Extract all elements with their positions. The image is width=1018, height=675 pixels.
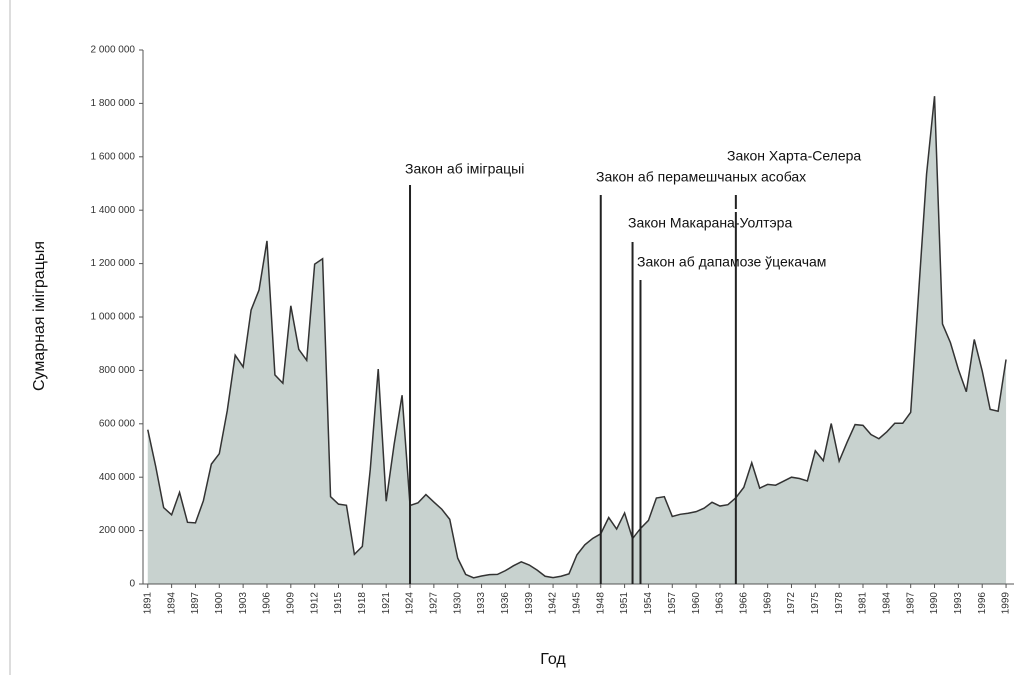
x-tick-label: 1945 [572,592,583,615]
x-tick-label: 1948 [595,592,606,615]
x-tick-label: 1975 [810,592,821,615]
x-tick-label: 1909 [285,592,296,615]
x-tick-label: 1939 [524,592,535,615]
x-tick-label: 1999 [1001,592,1012,615]
x-tick-label: 1957 [667,592,678,615]
y-axis-label: Сумарная іміграцыя [31,241,48,391]
x-tick-label: 1894 [166,592,177,615]
x-tick-label: 1903 [238,592,249,615]
x-tick-label: 1912 [309,592,320,615]
x-axis-label: Год [540,651,566,668]
x-tick-label: 1993 [953,592,964,615]
x-tick-label: 1972 [786,592,797,615]
x-tick-label: 1930 [452,592,463,615]
x-tick-label: 1900 [214,592,225,615]
x-tick-label: 1987 [905,592,916,615]
x-tick-label: 1990 [929,592,940,615]
x-tick-label: 1996 [977,592,988,615]
y-tick-label: 400 000 [99,472,136,483]
y-tick-label: 800 000 [99,365,136,376]
annotation-label: Закон аб іміграцыі [405,161,524,177]
x-tick-label: 1933 [476,592,487,615]
x-tick-label: 1981 [858,592,869,615]
area-fill [147,96,1007,584]
annotation-label: Закон Макарана-Уолтэра [628,215,792,231]
x-tick-label: 1963 [715,592,726,615]
y-tick-label: 200 000 [99,525,136,536]
x-tick-label: 1966 [738,592,749,615]
annotation-label: Закон Харта-Селера [727,148,861,164]
x-tick-label: 1936 [500,592,511,615]
y-tick-label: 1 800 000 [91,98,136,109]
x-tick-label: 1897 [190,592,201,615]
x-tick-label: 1960 [691,592,702,615]
x-tick-label: 1924 [405,592,416,615]
x-tick-label: 1906 [262,592,273,615]
x-tick-label: 1918 [357,592,368,615]
y-tick-label: 600 000 [99,418,136,429]
y-tick-label: 1 000 000 [91,312,136,323]
x-tick-label: 1978 [834,592,845,615]
area-line [147,96,1007,579]
x-tick-label: 1927 [429,592,440,615]
y-tick-label: 1 200 000 [91,258,136,269]
y-tick-label: 0 [129,579,135,590]
y-tick-label: 1 600 000 [91,151,136,162]
x-tick-label: 1984 [881,592,892,615]
x-tick-label: 1954 [643,592,654,615]
y-tick-label: 2 000 000 [91,45,136,56]
x-tick-label: 1915 [333,592,344,615]
annotation-label: Закон аб перамешчаных асобах [596,169,806,185]
y-tick-label: 1 400 000 [91,205,136,216]
x-tick-label: 1951 [619,592,630,615]
annotation-label: Закон аб дапамозе ўцекачам [637,254,826,270]
x-tick-label: 1891 [142,592,153,615]
x-tick-label: 1969 [762,592,773,615]
x-tick-label: 1942 [548,592,559,615]
x-tick-label: 1921 [381,592,392,615]
